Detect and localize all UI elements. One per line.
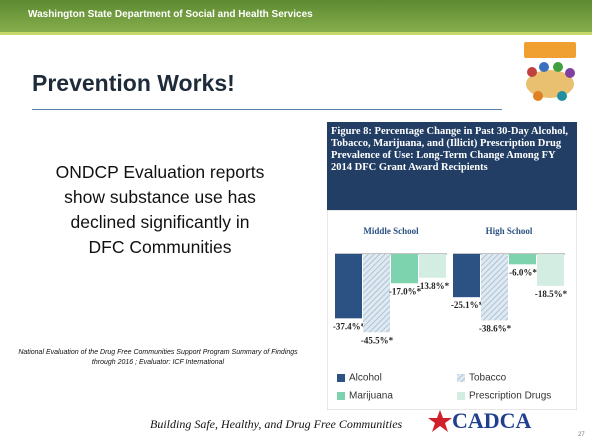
bar bbox=[537, 254, 564, 286]
value-label: -37.4%* bbox=[333, 321, 366, 331]
bar bbox=[453, 254, 480, 298]
value-label: -18.5%* bbox=[535, 289, 568, 299]
bar bbox=[419, 254, 446, 278]
prevention-logo bbox=[524, 42, 576, 101]
bar bbox=[509, 254, 536, 265]
legend-swatch bbox=[337, 374, 345, 382]
cadca-logo: CADCA bbox=[428, 408, 532, 433]
value-label: -17.0%* bbox=[389, 286, 422, 296]
category-label: Middle School bbox=[363, 226, 419, 236]
bar bbox=[363, 254, 390, 333]
legend-label: Prescription Drugs bbox=[469, 391, 551, 402]
value-label: -13.8%* bbox=[417, 281, 450, 291]
header-bar: Washington State Department of Social an… bbox=[0, 0, 592, 35]
tagline: Building Safe, Healthy, and Drug Free Co… bbox=[150, 417, 403, 431]
value-label: -6.0%* bbox=[509, 267, 537, 277]
slide-title: Prevention Works! bbox=[32, 70, 235, 96]
title-rule bbox=[32, 109, 502, 110]
value-label: -25.1%* bbox=[451, 300, 484, 310]
bar bbox=[335, 254, 362, 319]
bar bbox=[481, 254, 508, 321]
value-label: -45.5%* bbox=[361, 335, 394, 345]
value-label: -38.6%* bbox=[479, 323, 512, 333]
chart: Middle School -37.4%* -45.5%* -17.0%*-13.8%… bbox=[327, 210, 577, 410]
legend-swatch bbox=[457, 374, 465, 382]
legend-label: Marijuana bbox=[349, 391, 393, 402]
bar bbox=[391, 254, 418, 284]
legend-label: Alcohol bbox=[349, 373, 382, 384]
category-label: High School bbox=[486, 226, 533, 236]
citation: National Evaluation of the Drug Free Com… bbox=[18, 349, 298, 366]
legend-swatch bbox=[337, 392, 345, 400]
org-name: Washington State Department of Social an… bbox=[28, 9, 313, 20]
legend-label: Tobacco bbox=[469, 373, 507, 384]
body-text: ONDCP Evaluation reports show substance … bbox=[55, 162, 265, 257]
page-number: 27 bbox=[578, 432, 585, 438]
legend-swatch bbox=[457, 392, 465, 400]
figure-title: Figure 8: Percentage Change in Past 30-D… bbox=[327, 122, 577, 214]
logo-text: CADCA bbox=[452, 408, 532, 433]
